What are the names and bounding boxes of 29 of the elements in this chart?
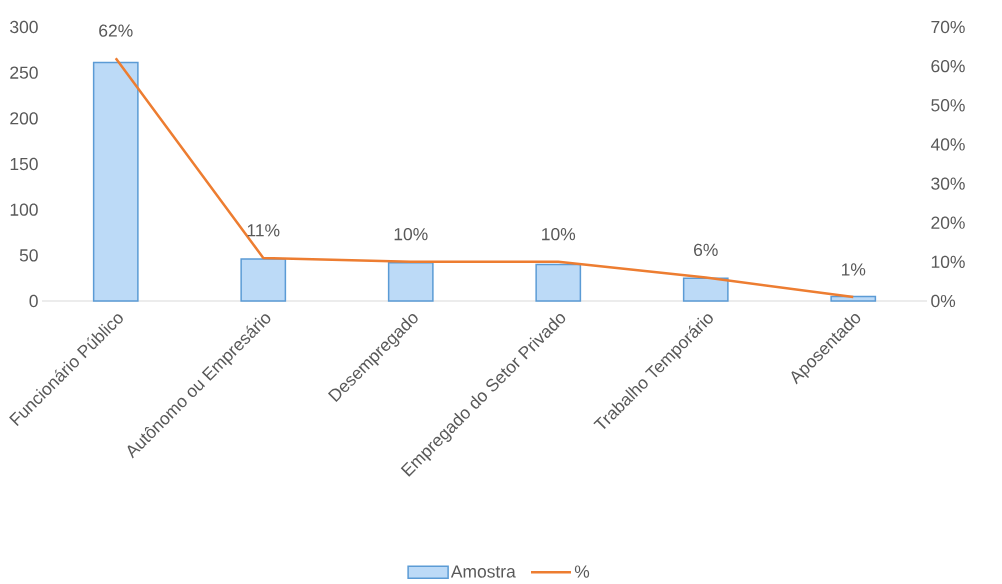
y2-tick-label: 30%: [931, 177, 965, 190]
data-label: 1%: [841, 263, 866, 276]
data-label: 11%: [247, 224, 280, 237]
data-label: 10%: [542, 227, 576, 241]
y-tick-label: 0: [29, 294, 38, 308]
bar: [682, 277, 729, 302]
data-label: 62%: [99, 24, 133, 37]
data-label: 6%: [694, 243, 718, 256]
y-tick-label: 300: [10, 20, 38, 34]
y2-tick-label: 20%: [931, 216, 965, 229]
bar: [387, 261, 434, 302]
y-tick-label: 50: [19, 249, 38, 262]
y2-tick-label: 10%: [931, 255, 965, 269]
y-tick-label: 250: [10, 66, 38, 79]
data-label: 10%: [394, 227, 428, 241]
y2-tick-label: 60%: [931, 59, 965, 73]
bar: [830, 295, 877, 302]
y2-tick-label: 40%: [930, 138, 965, 151]
bar: [92, 61, 139, 302]
bar: [535, 263, 582, 302]
y-tick-label: 100: [10, 203, 38, 216]
legend-label: Amostra: [450, 565, 516, 578]
y2-tick-label: 0%: [931, 294, 956, 308]
y2-tick-label: 50%: [931, 99, 965, 112]
y2-tick-label: 70%: [931, 20, 965, 34]
bar: [240, 258, 287, 302]
y-tick-label: 200: [10, 112, 38, 125]
legend-label: %: [574, 565, 590, 578]
y-tick-label: 150: [10, 157, 38, 171]
